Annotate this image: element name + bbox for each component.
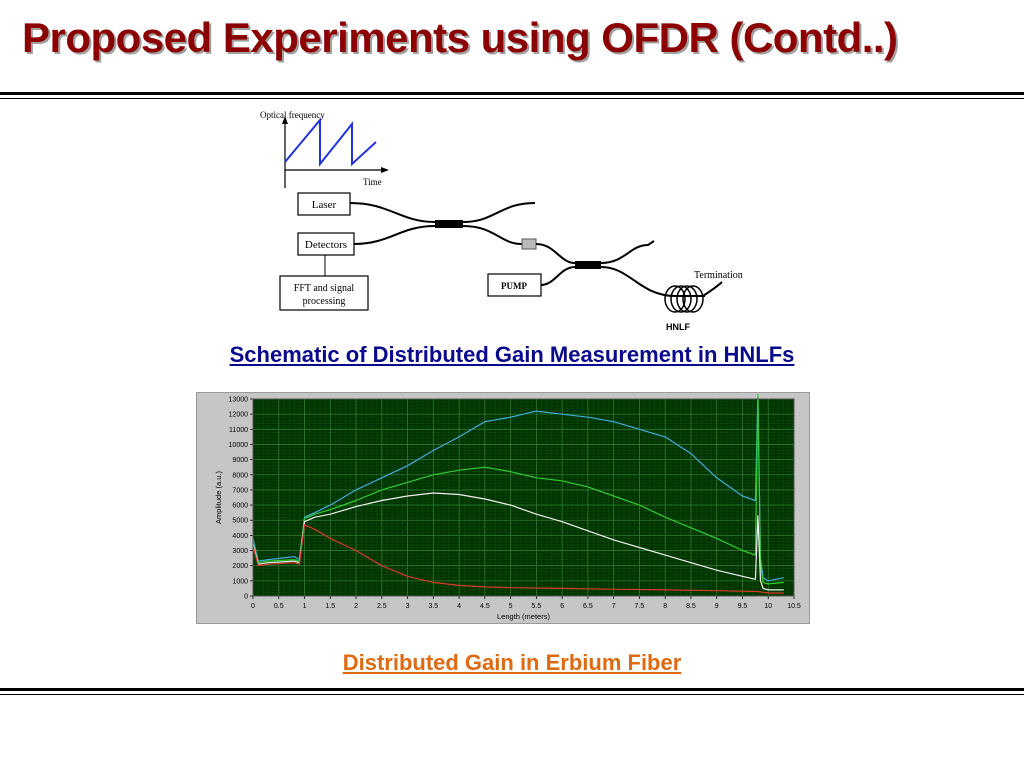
x-tick-label: 10: [764, 603, 772, 610]
inset-y-arrow: [282, 116, 288, 124]
y-tick-label: 5000: [232, 518, 248, 525]
chart-panel: 0 0.5 1 1.5 2 2.5 3 3.5 4 4.5 5 5.5 6 6.5 7 7.5 8 8.5 9 9.5…: [196, 392, 810, 624]
y-tick-label: 4000: [232, 533, 248, 540]
y-tick-label: 13000: [229, 397, 249, 404]
x-tick-label: 8.5: [686, 603, 696, 610]
x-tick-label: 2: [354, 603, 358, 610]
termination-label: Termination: [694, 270, 743, 281]
y-tick-label: 1000: [232, 578, 248, 585]
x-tick-label: 6.5: [583, 603, 593, 610]
x-tick-label: 10.5: [787, 603, 801, 610]
x-tick-label: 1: [303, 603, 307, 610]
x-tick-label: 9: [715, 603, 719, 610]
top-rule-thick: [0, 92, 1024, 95]
detectors-label: Detectors: [305, 239, 347, 251]
y-tick-label: 0: [244, 594, 248, 601]
coupler-2: [575, 261, 601, 269]
laser-label: Laser: [312, 199, 337, 211]
y-tick-label: 7000: [232, 487, 248, 494]
plot-area: [253, 399, 794, 596]
termination-fiber: [702, 281, 723, 297]
series-line-4: [252, 524, 784, 594]
pump-label: PUMP: [501, 281, 527, 291]
x-tick-label: 1.5: [325, 603, 335, 610]
hnlf-label: HNLF: [666, 322, 690, 332]
y-tick-label: 8000: [232, 472, 248, 479]
fiber-c1-out-bottom: [462, 225, 523, 245]
fiber-pump-in: [540, 266, 576, 286]
x-tick-label: 7.5: [635, 603, 645, 610]
caption-erbium: Distributed Gain in Erbium Fiber: [342, 650, 682, 675]
y-tick-label: 10000: [229, 442, 249, 449]
x-tick-label: 4.5: [480, 603, 490, 610]
inset-sawtooth: [284, 117, 377, 167]
y-tick-label: 11000: [229, 427, 248, 434]
fft-box: [279, 275, 369, 311]
y-tick-label: 6000: [232, 503, 248, 510]
fft-label-line2: processing: [303, 296, 346, 307]
x-tick-label: 8: [663, 603, 667, 610]
bottom-rule-thick: [0, 688, 1024, 691]
inset-xlabel: Time: [363, 177, 382, 187]
pump-box: [487, 273, 542, 297]
x-tick-label: 2.5: [377, 603, 387, 610]
slide-title: Proposed Experiments using OFDR (Contd..…: [22, 14, 898, 61]
x-tick-label: 5.5: [532, 603, 542, 610]
inset-x-arrow: [381, 167, 389, 173]
fiber-c2-out-top: [600, 240, 655, 264]
x-tick-label: 0.5: [274, 603, 284, 610]
inset-ylabel: Optical frequency: [260, 110, 325, 120]
fiber-detector-in: [353, 225, 436, 245]
coupler-1: [435, 220, 463, 228]
x-tick-label: 4: [457, 603, 461, 610]
schematic-diagram: Optical frequency Time Laser Detectors F…: [260, 110, 743, 332]
fiber-to-coupler-2: [535, 243, 576, 264]
y-tick-label: 9000: [232, 457, 248, 464]
x-tick-label: 9.5: [738, 603, 748, 610]
hnlf-coil: [664, 285, 704, 313]
x-tick-label: 3.5: [428, 603, 438, 610]
plot-border: [252, 398, 795, 597]
x-tick-label: 6: [560, 603, 564, 610]
x-tick-label: 5: [509, 603, 513, 610]
x-axis-label: Length (meters): [497, 612, 550, 621]
caption-schematic: Schematic of Distributed Gain Measuremen…: [229, 342, 795, 367]
x-tick-label: 7: [612, 603, 616, 610]
fiber-c1-out-top: [462, 202, 536, 223]
fft-label-line1: FFT and signal: [294, 283, 355, 294]
top-rule-thin: [0, 98, 1024, 99]
y-axis-label: Amplitude (a.u.): [214, 471, 223, 524]
fiber-laser-in: [349, 202, 436, 223]
x-tick-label: 0: [251, 603, 255, 610]
y-tick-label: 2000: [232, 563, 248, 570]
y-tick-label: 12000: [229, 412, 249, 419]
bottom-rule-thin: [0, 694, 1024, 695]
fiber-c2-out-bottom: [600, 266, 705, 297]
gain-chart: 0 0.5 1 1.5 2 2.5 3 3.5 4 4.5 5 5.5 6 6.5 7 7.5 8 8.5 9 9.5…: [214, 393, 801, 621]
x-tick-label: 3: [406, 603, 410, 610]
y-tick-label: 3000: [232, 548, 248, 555]
isolator: [521, 238, 537, 250]
